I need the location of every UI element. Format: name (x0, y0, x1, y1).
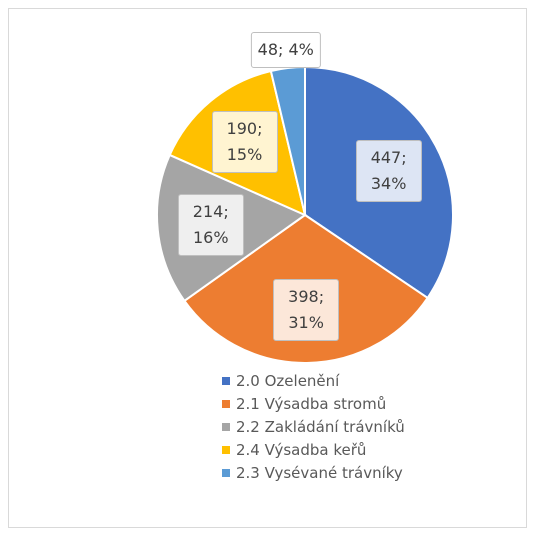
legend-swatch (222, 423, 230, 431)
data-label: 447; 34% (355, 139, 422, 202)
data-label: 214; 16% (177, 193, 244, 256)
legend-swatch (222, 446, 230, 454)
legend-item: 2.0 Ozelenění (222, 372, 339, 390)
legend-label: 2.4 Výsadba keřů (236, 441, 367, 459)
legend-item: 2.2 Zakládání trávníků (222, 418, 405, 436)
legend-swatch (222, 400, 230, 408)
legend-item: 2.3 Vysévané trávníky (222, 464, 403, 482)
legend-label: 2.3 Vysévané trávníky (236, 464, 403, 482)
data-label: 398; 31% (273, 278, 340, 341)
legend-swatch (222, 377, 230, 385)
legend-label: 2.1 Výsadba stromů (236, 395, 387, 413)
legend-item: 2.4 Výsadba keřů (222, 441, 366, 459)
legend-label: 2.2 Zakládání trávníků (236, 418, 405, 436)
legend-swatch (222, 469, 230, 477)
data-label: 190; 15% (211, 111, 278, 174)
legend-label: 2.0 Ozelenění (236, 372, 340, 390)
legend-item: 2.1 Výsadba stromů (222, 395, 386, 413)
data-label: 48; 4% (250, 32, 321, 69)
